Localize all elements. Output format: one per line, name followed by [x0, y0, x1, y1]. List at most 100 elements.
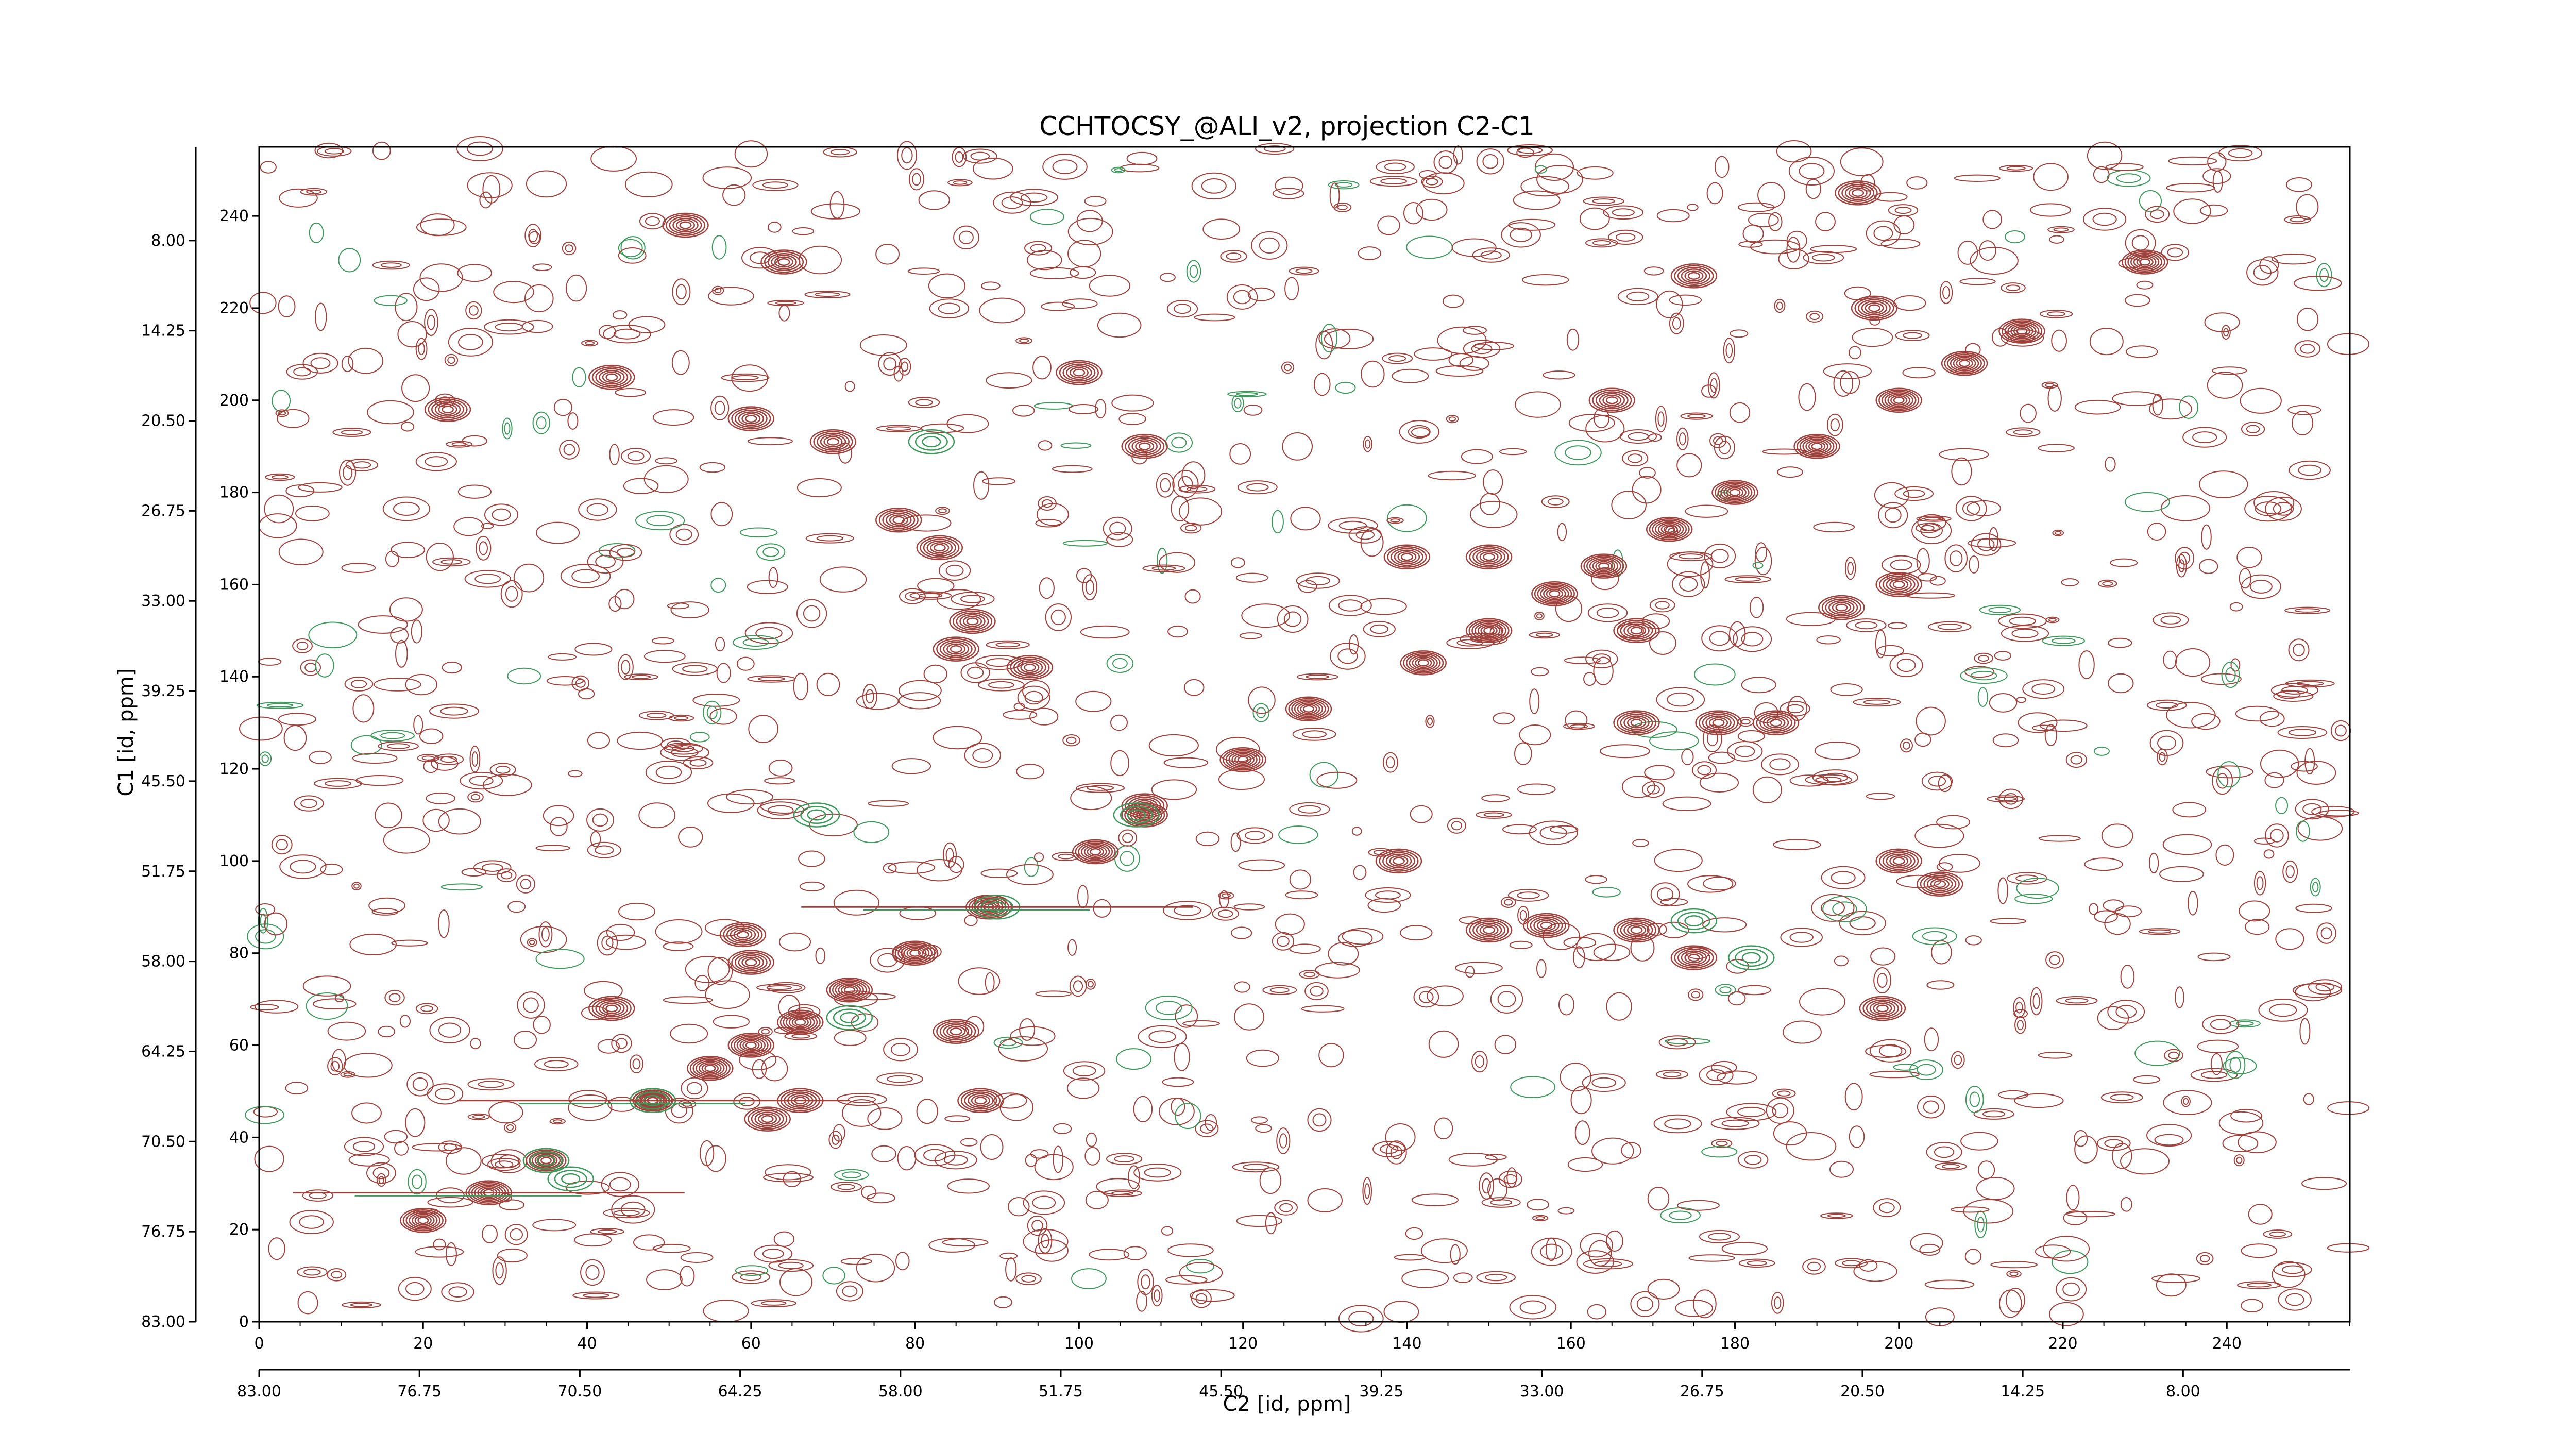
cross-peak-level [1131, 439, 1158, 454]
noise-contour [714, 288, 722, 294]
noise-contour [1626, 291, 1650, 302]
noise-contour [2172, 802, 2207, 818]
noise-contour [492, 508, 511, 521]
noise-contour [352, 1141, 376, 1152]
noise-contour [1807, 1261, 1821, 1271]
noise-contour [1195, 1293, 1208, 1304]
noise-contour [1954, 1054, 1962, 1065]
noise-contour [862, 683, 877, 709]
noise-contour [1520, 176, 1569, 197]
noise-contour [1038, 440, 1053, 451]
noise-contour [278, 538, 324, 565]
noise-contour [1971, 533, 2002, 556]
noise-contour [513, 1031, 537, 1049]
noise-contour [1951, 457, 1972, 486]
noise-contour [1499, 448, 1527, 456]
noise-contour [1042, 499, 1053, 508]
noise-contour [1657, 887, 1674, 901]
noise-contour [420, 213, 455, 237]
diagonal-peak-level [2121, 249, 2168, 275]
noise-contour [2229, 1019, 2261, 1028]
noise-contour [1711, 1139, 1733, 1148]
noise-contour [1337, 204, 1348, 210]
noise-contour [461, 868, 487, 877]
noise-contour [1654, 849, 1703, 872]
noise-contour [1233, 903, 1265, 911]
noise-contour [646, 515, 674, 527]
noise-contour [256, 701, 304, 709]
noise-contour [1465, 966, 1475, 978]
noise-contour [1570, 724, 1588, 729]
diagonal-peak-level [1808, 441, 1826, 452]
noise-contour [1151, 779, 1197, 800]
noise-contour [2051, 637, 2076, 644]
noise-contour [496, 868, 517, 883]
noise-contour [1509, 940, 1533, 950]
noise-contour [816, 672, 840, 696]
noise-contour [655, 765, 682, 779]
noise-contour [264, 912, 288, 936]
noise-contour [443, 1143, 457, 1151]
noise-contour [764, 777, 795, 785]
noise-contour [358, 615, 408, 634]
diagonal-peak-level [1890, 395, 1908, 406]
noise-contour [352, 753, 398, 764]
cross-peak-level [1056, 360, 1103, 385]
noise-contour [2159, 866, 2204, 882]
cross-peak-level [588, 364, 635, 390]
noise-contour [401, 422, 415, 432]
noise-contour [918, 944, 942, 959]
noise-contour [1979, 240, 1996, 261]
noise-contour [2298, 464, 2322, 476]
noise-contour [1384, 162, 1406, 172]
noise-contour [1840, 371, 1860, 394]
noise-contour [1844, 286, 1871, 300]
noise-contour [2230, 658, 2241, 672]
noise-contour [1977, 1217, 1985, 1233]
noise-contour [435, 1088, 455, 1100]
noise-contour [886, 426, 911, 431]
noise-contour [1724, 575, 1771, 583]
cross-peak-level [1712, 719, 1725, 727]
noise-contour [1157, 547, 1168, 574]
diagonal-peak-level [1400, 650, 1447, 676]
noise-contour [2295, 903, 2332, 913]
noise-contour [850, 993, 896, 1001]
noise-contour [260, 913, 266, 929]
x-index-tick-label: 100 [1064, 1335, 1094, 1353]
noise-contour [1928, 776, 1946, 787]
noise-contour [244, 1106, 285, 1124]
noise-contour [756, 984, 802, 992]
noise-contour [532, 411, 550, 434]
cross-peak-level [1930, 878, 1950, 890]
noise-contour [646, 713, 667, 718]
noise-contour [366, 1162, 396, 1184]
noise-contour [283, 725, 307, 751]
noise-contour [1721, 1242, 1768, 1256]
noise-contour [2217, 761, 2241, 788]
noise-contour [1490, 985, 1523, 1014]
noise-contour [1877, 973, 1888, 988]
noise-contour [271, 475, 289, 480]
diagonal-peak-level [1480, 625, 1498, 636]
noise-contour [2207, 372, 2243, 399]
noise-contour [773, 1231, 795, 1247]
noise-contour [1137, 1269, 1154, 1295]
noise-contour [1446, 415, 1459, 424]
noise-contour [2173, 198, 2211, 224]
cross-peak [588, 364, 635, 390]
noise-contour [1664, 1038, 1711, 1044]
noise-contour [296, 642, 309, 650]
noise-contour [2241, 1299, 2264, 1312]
noise-contour [1069, 404, 1098, 414]
cross-peak-level [760, 249, 807, 275]
noise-contour [260, 161, 277, 174]
noise-contour [376, 1173, 386, 1187]
noise-contour [295, 506, 330, 521]
diagonal-peak-level [1947, 353, 1982, 373]
noise-contour [1234, 1003, 1265, 1031]
noise-contour [1239, 632, 1262, 639]
y-index-tick-label: 160 [219, 576, 249, 594]
diagonal-peak-level [1805, 440, 1828, 453]
noise-contour [492, 1256, 507, 1285]
